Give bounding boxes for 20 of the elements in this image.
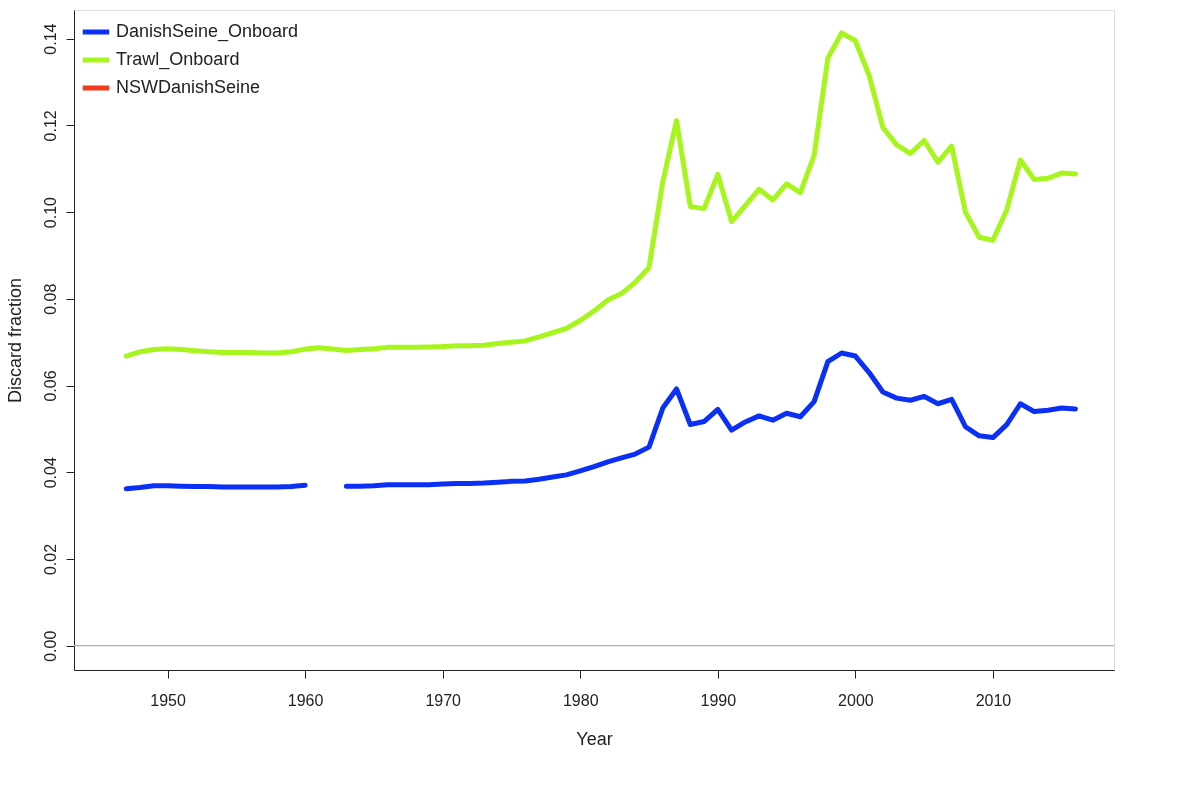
x-tick-label: 2010: [975, 691, 1012, 709]
x-tick-label: 1960: [287, 691, 324, 709]
x-axis-title: Year: [576, 728, 613, 749]
y-axis-title: Discard fraction: [4, 277, 25, 404]
x-tick-label: 2000: [838, 691, 874, 709]
x-tick-label: 1970: [425, 691, 462, 709]
legend-label: Trawl_Onboard: [116, 49, 240, 70]
y-tick-label: 0.04: [41, 457, 59, 489]
x-tick-label: 1950: [150, 691, 186, 709]
y-tick-label: 0.14: [41, 23, 59, 55]
y-tick-label: 0.00: [41, 630, 59, 662]
legend-label: DanishSeine_Onboard: [116, 21, 299, 42]
y-tick-label: 0.12: [41, 110, 59, 142]
y-tick-label: 0.10: [41, 196, 59, 229]
y-tick-label: 0.06: [41, 370, 59, 402]
y-tick-label: 0.08: [41, 283, 59, 315]
x-tick-label: 1980: [562, 691, 599, 709]
legend-label: NSWDanishSeine: [116, 77, 261, 97]
x-tick-label: 1990: [700, 691, 737, 709]
y-tick-label: 0.02: [41, 543, 59, 576]
